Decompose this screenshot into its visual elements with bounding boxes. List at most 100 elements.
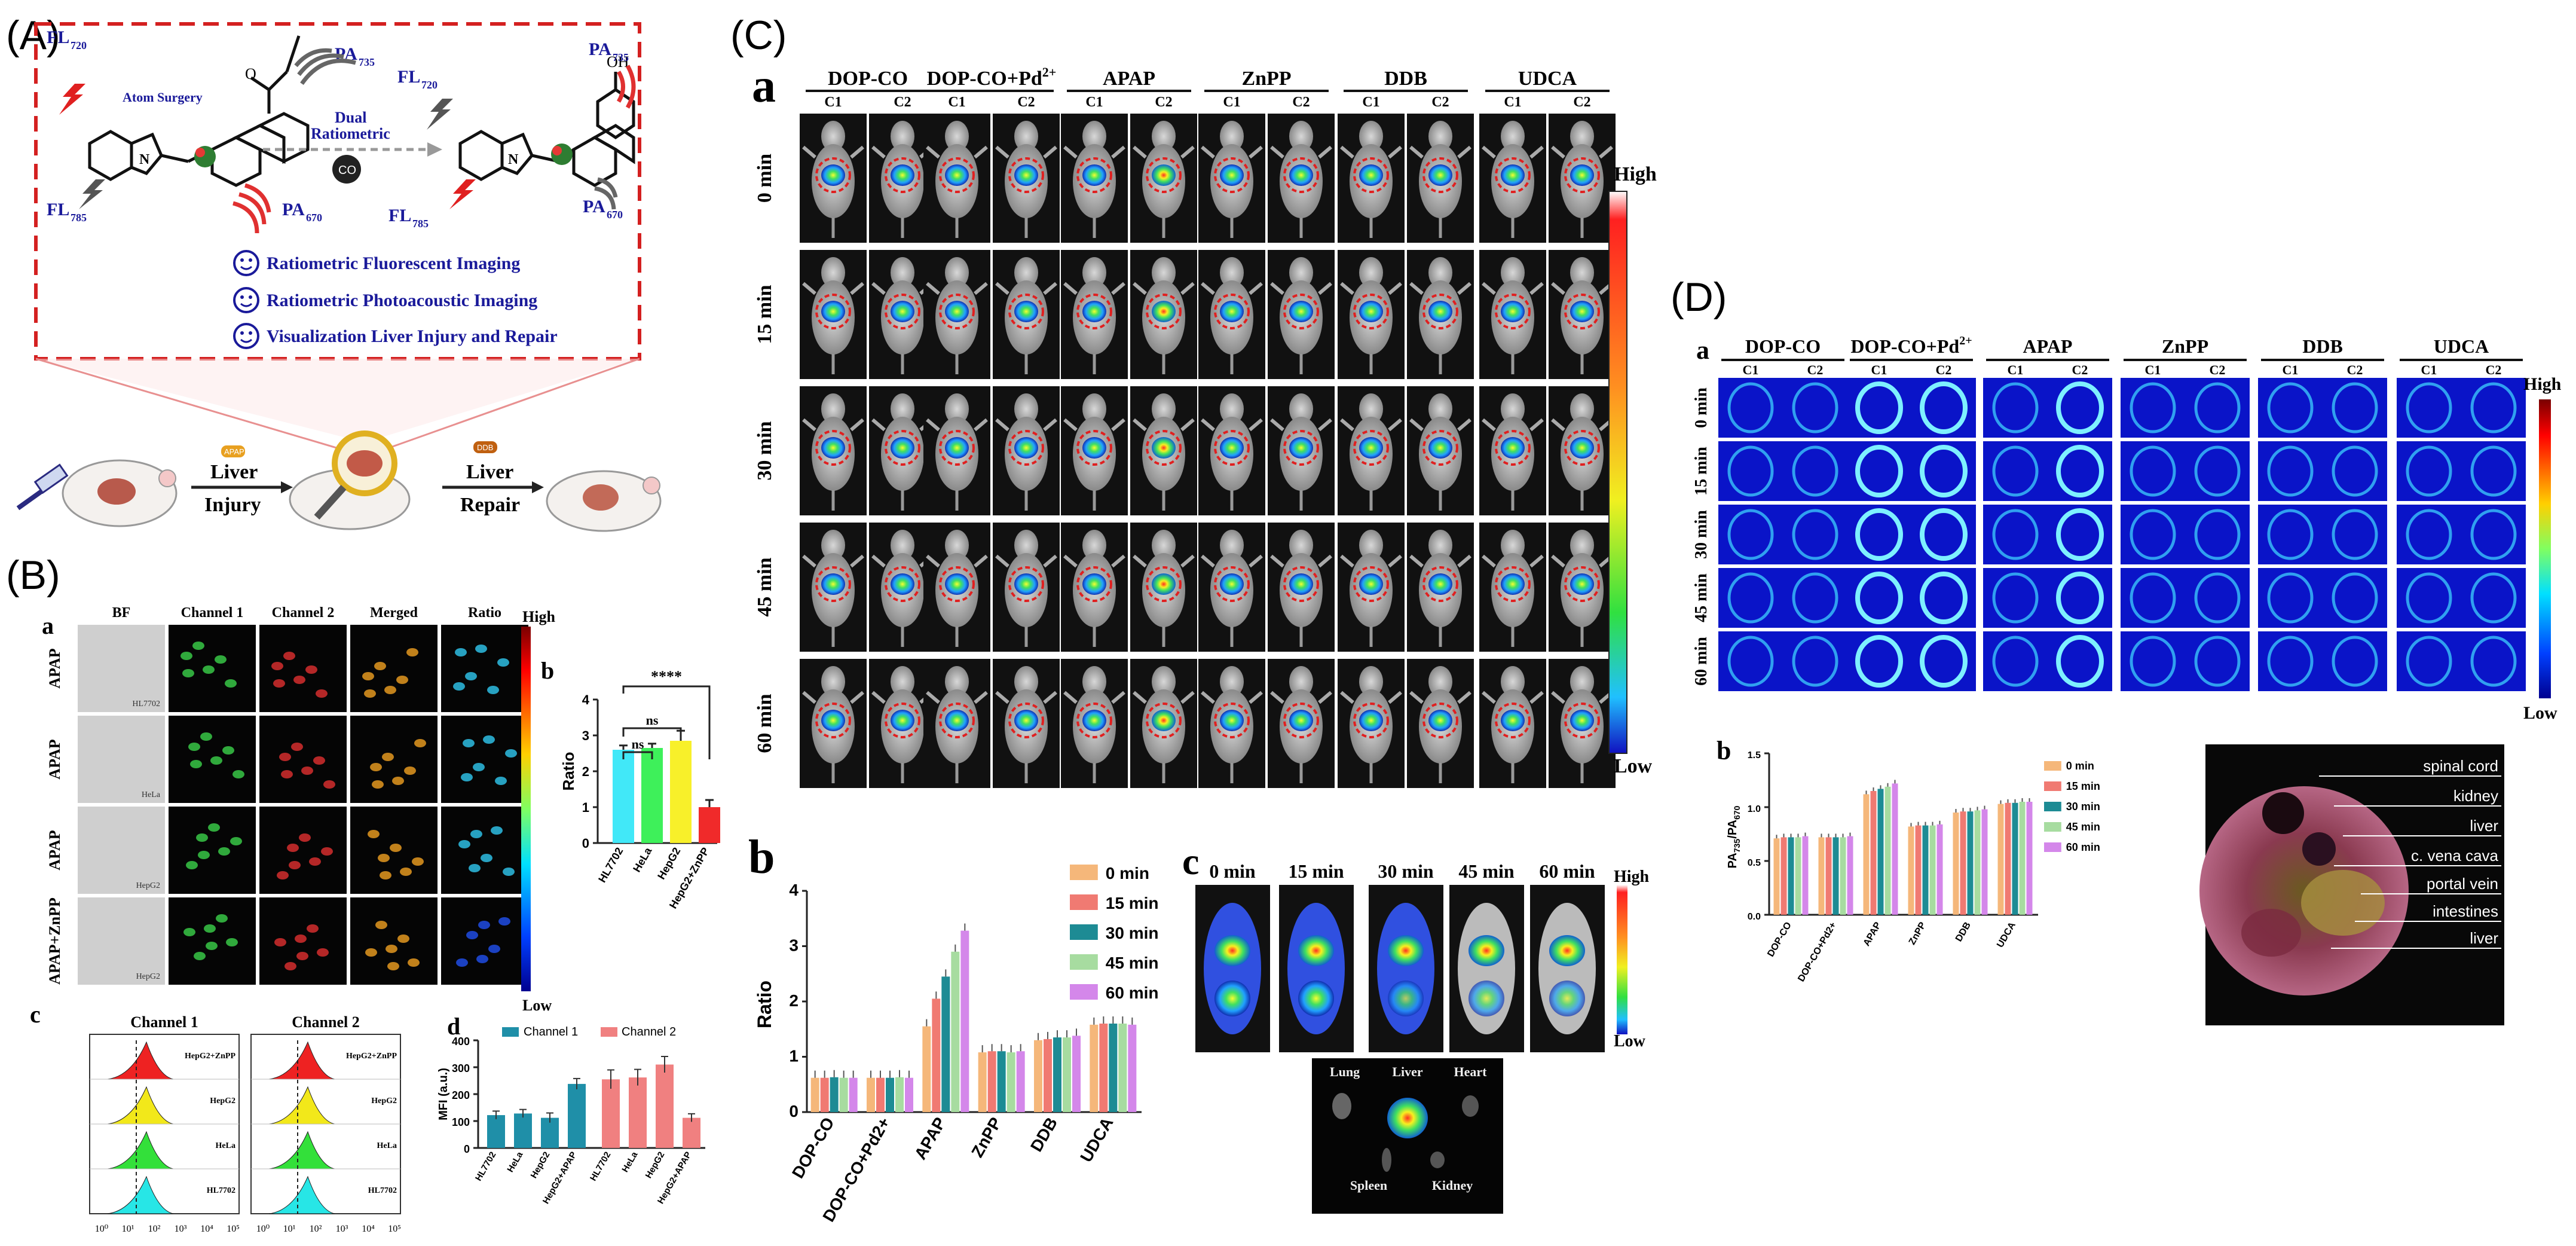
pa-ring — [2470, 509, 2517, 560]
liver-signal — [1359, 710, 1383, 731]
roi-circle — [885, 703, 920, 738]
cell-spot — [483, 735, 495, 744]
cell-spot — [295, 935, 307, 943]
histogram-title: Channel 1 — [130, 1013, 198, 1031]
histogram-row-label: HepG2 — [210, 1097, 235, 1105]
roi-circle — [1564, 157, 1600, 193]
time-label: 45 min — [754, 557, 776, 616]
row-label: APAP — [46, 648, 63, 689]
x-tick-label: 10⁵ — [227, 1224, 240, 1234]
time-label: 30 min — [754, 421, 776, 480]
column-header: Ratio — [468, 605, 501, 621]
fl785-right: FL 785 — [388, 206, 429, 230]
mouse-limb — [1043, 145, 1057, 159]
cell-spot — [370, 763, 382, 771]
lightning-icon — [427, 99, 453, 130]
channel-label: C2 — [2072, 362, 2088, 377]
roi-circle — [1214, 294, 1250, 329]
bar — [656, 1064, 674, 1148]
colorbar-low: Low — [1614, 755, 1653, 777]
mouse-limb — [1409, 554, 1424, 568]
liver-signal — [1428, 437, 1452, 459]
x-tick-label: HL7702 — [473, 1150, 498, 1183]
mouse-limb — [1111, 418, 1125, 432]
x-tick-label: 10¹ — [122, 1224, 134, 1234]
mouse-limb — [871, 282, 886, 295]
pa-ring — [2267, 509, 2314, 560]
mouse-head — [1014, 257, 1038, 288]
y-tick-label: 3 — [582, 728, 589, 743]
x-tick-label: 10³ — [336, 1224, 348, 1234]
mouse-limb — [974, 145, 988, 159]
organ-liver — [1387, 1098, 1428, 1138]
cell-spot — [368, 830, 380, 838]
cell-spot — [362, 672, 374, 680]
mouse-limb — [871, 145, 886, 159]
mouse-limb — [1388, 554, 1402, 568]
bar — [541, 1117, 559, 1148]
micrograph-tile — [259, 807, 347, 894]
mouse-head — [1570, 257, 1594, 288]
mouse-limb — [1270, 418, 1284, 432]
pa-ring — [2130, 382, 2176, 433]
mouse-limb — [1063, 282, 1078, 295]
mouse-head — [1428, 121, 1452, 152]
cell-spot — [215, 655, 227, 664]
y-tick-label: 1 — [582, 800, 589, 815]
cell-spot — [455, 648, 467, 656]
significance-bracket — [622, 727, 682, 737]
pa-ring — [2470, 382, 2517, 433]
mouse-limb — [1270, 282, 1284, 295]
cell-spot — [299, 833, 311, 842]
histogram-curve — [268, 1131, 335, 1169]
x-tick-label: UDCA — [1995, 920, 2018, 949]
mouse-head — [891, 530, 914, 561]
channel-label: C1 — [1504, 94, 1521, 110]
column-header: Merged — [370, 605, 418, 621]
mouse-limb — [1409, 418, 1424, 432]
micrograph-tile — [78, 807, 165, 894]
cell-spot — [204, 924, 216, 933]
mouse-head — [945, 666, 969, 697]
time-label: 60 min — [1692, 637, 1711, 686]
x-tick-label: APAP — [911, 1114, 950, 1163]
mouse-head — [891, 666, 914, 697]
cell-spot — [469, 864, 481, 872]
channel-label: C2 — [1431, 94, 1449, 110]
y-axis-title: MFI (a.u.) — [437, 1068, 450, 1120]
svg-text:670: 670 — [306, 212, 322, 224]
pa-ring — [1727, 509, 1774, 560]
mouse-limb — [1043, 691, 1057, 704]
colorbar — [1617, 885, 1627, 1034]
x-tick-label: UDCA — [1076, 1114, 1116, 1166]
bar — [1016, 1051, 1025, 1112]
group-header: DOP-CO+Pd2+ — [927, 65, 1057, 90]
mouse-head — [1501, 393, 1525, 425]
histogram-curve — [268, 1175, 335, 1214]
mouse-limb — [1249, 418, 1263, 432]
cell-spot — [180, 652, 192, 660]
bar — [2012, 802, 2018, 915]
bar — [1128, 1024, 1137, 1112]
liver-signal — [1220, 710, 1244, 731]
feature-item: Visualization Liver Injury and Repair — [233, 323, 558, 349]
mouse-head — [821, 393, 845, 425]
mouse-limb — [974, 282, 988, 295]
significance-bracket — [622, 751, 653, 759]
micrograph-tile — [441, 807, 528, 894]
co-molecule-icon — [332, 155, 361, 184]
organ-spleen — [1382, 1148, 1391, 1172]
mouse-limb — [995, 282, 1009, 295]
cell-spot — [273, 679, 285, 688]
mouse-head — [1428, 666, 1452, 697]
svg-text:720: 720 — [71, 39, 87, 51]
legend-swatch — [601, 1027, 617, 1037]
mouse-limb — [995, 418, 1009, 432]
pa-ring — [1855, 508, 1903, 561]
mouse-limb — [1201, 145, 1215, 159]
pa-ring — [2194, 382, 2241, 433]
ex-vivo-organ-image: Lung Liver Heart Spleen Kidney — [1312, 1058, 1503, 1214]
liver-signal — [1220, 573, 1244, 595]
mouse-limb — [1529, 145, 1544, 159]
